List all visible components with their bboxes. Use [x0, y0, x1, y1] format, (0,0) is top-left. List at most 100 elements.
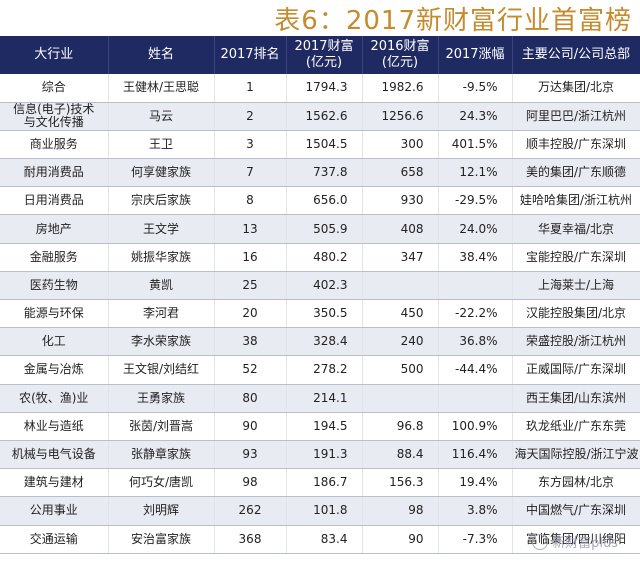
cell-growth: -9.5%	[438, 74, 513, 103]
cell-wealth-2017: 194.5	[286, 412, 363, 441]
cell-growth: -7.3%	[438, 525, 513, 554]
cell-wealth-2016	[362, 271, 439, 301]
cell-rank: 93	[214, 440, 287, 470]
cell-growth: 24.0%	[438, 214, 513, 244]
cell-company: 顺丰控股/广东深圳	[512, 130, 640, 160]
cell-name: 张静章家族	[108, 440, 215, 470]
cell-growth: -44.4%	[438, 355, 513, 385]
cell-company: 富临集团/四川绵阳	[512, 525, 640, 554]
cell-wealth-2017: 186.7	[286, 468, 363, 498]
cell-rank: 52	[214, 355, 287, 385]
cell-growth: 19.4%	[438, 468, 513, 498]
cell-company: 正威国际/广东深圳	[512, 355, 640, 385]
cell-industry: 金融服务	[0, 243, 109, 272]
table-row: 商业服务 王卫 3 1504.5 300 401.5% 顺丰控股/广东深圳	[0, 130, 640, 160]
cell-wealth-2017: 328.4	[286, 327, 363, 357]
cell-company: 娃哈哈集团/浙江杭州	[512, 186, 640, 216]
table-row: 能源与环保 李河君 20 350.5 450 -22.2% 汉能控股集团/北京	[0, 299, 640, 329]
cell-wealth-2016: 1256.6	[362, 102, 439, 131]
cell-rank: 7	[214, 158, 287, 188]
header-industry: 大行业	[0, 36, 109, 74]
cell-industry: 机械与电气设备	[0, 440, 109, 470]
table-row: 耐用消费品 何享健家族 7 737.8 658 12.1% 美的集团/广东顺德	[0, 158, 640, 188]
cell-company: 东方园林/北京	[512, 468, 640, 498]
header-wealth-2017: 2017财富 (亿元)	[286, 36, 363, 74]
cell-growth: 24.3%	[438, 102, 513, 131]
header-growth-2017: 2017涨幅	[438, 36, 513, 74]
cell-industry: 信息(电子)技术 与文化传播	[0, 102, 109, 131]
table-row: 交通运输 安治富家族 368 83.4 90 -7.3% 富临集团/四川绵阳	[0, 525, 640, 554]
cell-industry: 医药生物	[0, 271, 109, 301]
cell-rank: 8	[214, 186, 287, 216]
cell-wealth-2016	[362, 384, 439, 413]
cell-industry: 商业服务	[0, 130, 109, 160]
cell-wealth-2016: 930	[362, 186, 439, 216]
table-row: 公用事业 刘明辉 262 101.8 98 3.8% 中国燃气/广东深圳	[0, 496, 640, 526]
cell-rank: 20	[214, 299, 287, 329]
cell-industry: 金属与冶炼	[0, 355, 109, 385]
cell-name: 李河君	[108, 299, 215, 329]
cell-industry: 能源与环保	[0, 299, 109, 329]
cell-wealth-2017: 101.8	[286, 496, 363, 526]
table-row: 金属与冶炼 王文银/刘结红 52 278.2 500 -44.4% 正威国际/广东深圳	[0, 355, 640, 385]
cell-company: 华夏幸福/北京	[512, 214, 640, 244]
cell-growth: 12.1%	[438, 158, 513, 188]
table-row: 信息(电子)技术 与文化传播 马云 2 1562.6 1256.6 24.3% 阿里巴巴/浙江…	[0, 102, 640, 131]
header-wealth-2016: 2016财富 (亿元)	[362, 36, 439, 74]
cell-company: 汉能控股集团/北京	[512, 299, 640, 329]
cell-industry: 综合	[0, 74, 109, 103]
cell-industry: 耐用消费品	[0, 158, 109, 188]
cell-wealth-2017: 278.2	[286, 355, 363, 385]
cell-rank: 80	[214, 384, 287, 413]
cell-company: 万达集团/北京	[512, 74, 640, 103]
cell-wealth-2017: 83.4	[286, 525, 363, 554]
cell-growth: 100.9%	[438, 412, 513, 441]
cell-wealth-2017: 1504.5	[286, 130, 363, 160]
table-row: 机械与电气设备 张静章家族 93 191.3 88.4 116.4% 海天国际控股/浙江宁波	[0, 440, 640, 470]
cell-name: 王健林/王思聪	[108, 74, 215, 103]
cell-wealth-2016: 408	[362, 214, 439, 244]
cell-name: 王卫	[108, 130, 215, 160]
title-bar: 表6：2017新财富行业首富榜	[0, 0, 640, 36]
table-row: 农(牧、渔)业 王勇家族 80 214.1 西王集团/山东滨州	[0, 384, 640, 413]
cell-growth: 3.8%	[438, 496, 513, 526]
cell-name: 马云	[108, 102, 215, 131]
cell-wealth-2016: 90	[362, 525, 439, 554]
cell-rank: 368	[214, 525, 287, 554]
table-row: 化工 李水荣家族 38 328.4 240 36.8% 荣盛控股/浙江杭州	[0, 327, 640, 357]
watermark: 新财富plus	[532, 532, 618, 551]
cell-rank: 98	[214, 468, 287, 498]
cell-company: 西王集团/山东滨州	[512, 384, 640, 413]
cell-rank: 3	[214, 130, 287, 160]
cell-industry: 公用事业	[0, 496, 109, 526]
cell-wealth-2016: 450	[362, 299, 439, 329]
cell-growth: -22.2%	[438, 299, 513, 329]
cell-name: 刘明辉	[108, 496, 215, 526]
cell-name: 何巧女/唐凯	[108, 468, 215, 498]
cell-company: 阿里巴巴/浙江杭州	[512, 102, 640, 131]
cell-name: 安治富家族	[108, 525, 215, 554]
cell-rank: 1	[214, 74, 287, 103]
cell-name: 王文学	[108, 214, 215, 244]
table-row: 综合 王健林/王思聪 1 1794.3 1982.6 -9.5% 万达集团/北京	[0, 74, 640, 103]
cell-industry: 林业与造纸	[0, 412, 109, 441]
cell-wealth-2016: 300	[362, 130, 439, 160]
cell-rank: 38	[214, 327, 287, 357]
cell-industry: 交通运输	[0, 525, 109, 554]
cell-company: 美的集团/广东顺德	[512, 158, 640, 188]
table-row: 医药生物 黄凯 25 402.3 上海莱士/上海	[0, 271, 640, 301]
cell-industry: 建筑与建材	[0, 468, 109, 498]
table-body: 综合 王健林/王思聪 1 1794.3 1982.6 -9.5% 万达集团/北京 信息(电子)…	[0, 74, 640, 554]
cell-wealth-2017: 656.0	[286, 186, 363, 216]
cell-company: 中国燃气/广东深圳	[512, 496, 640, 526]
cell-growth	[438, 384, 513, 413]
ranking-table: 大行业 姓名 2017排名 2017财富 (亿元) 2016财富 (亿元) 2017涨幅 主要公…	[0, 36, 640, 554]
wechat-icon	[532, 533, 549, 550]
cell-wealth-2016: 156.3	[362, 468, 439, 498]
watermark-text: 新财富plus	[552, 536, 618, 551]
cell-company: 宝能控股/广东深圳	[512, 243, 640, 272]
cell-rank: 13	[214, 214, 287, 244]
cell-growth: 116.4%	[438, 440, 513, 470]
cell-name: 宗庆后家族	[108, 186, 215, 216]
cell-growth	[438, 271, 513, 301]
